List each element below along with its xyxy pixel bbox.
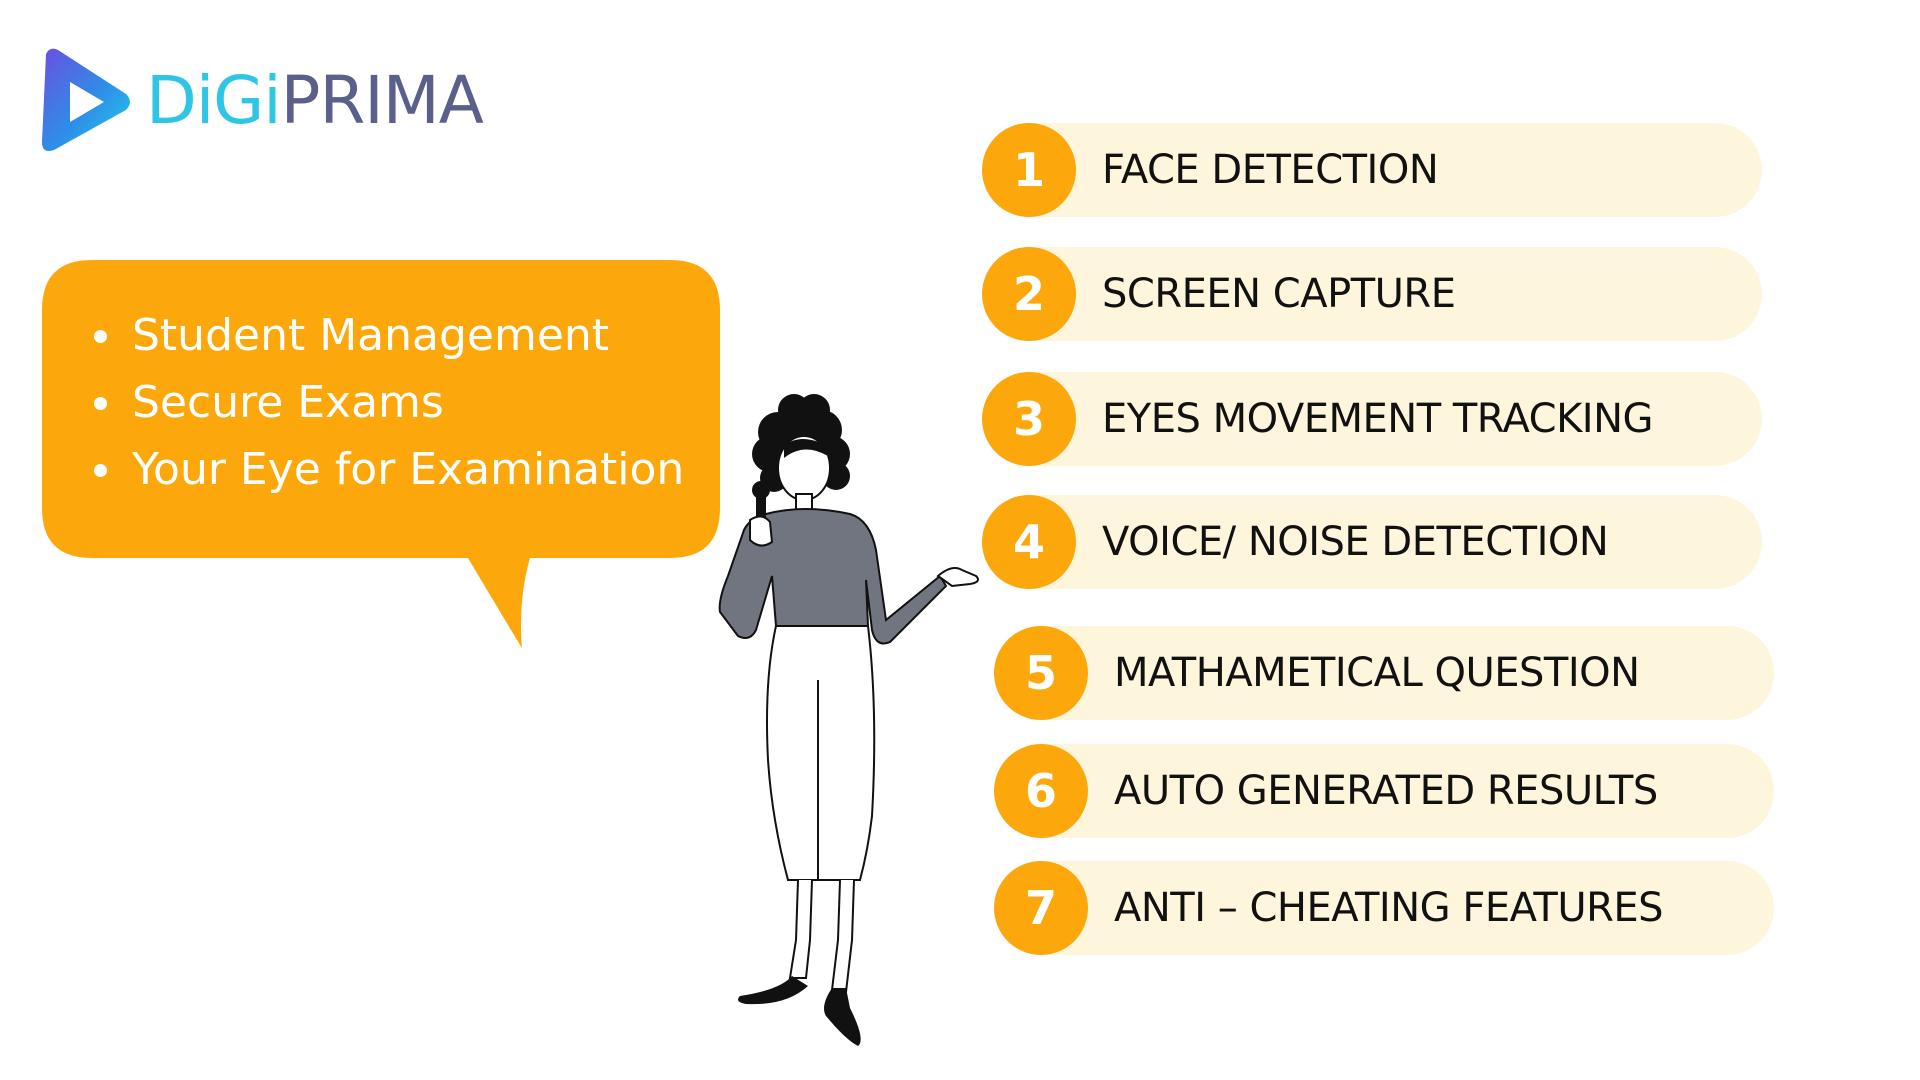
feature-label: MATHAMETICAL QUESTION — [1114, 650, 1640, 696]
brand-name-digi: DiGi — [146, 62, 282, 139]
bubble-item: Your Eye for Examination — [82, 436, 684, 503]
feature-item-5: 5 MATHAMETICAL QUESTION — [994, 626, 1774, 720]
brand-name-prima: PRIMA — [280, 62, 484, 139]
speech-bubble — [42, 260, 720, 648]
feature-item-4: 4 VOICE/ NOISE DETECTION — [982, 495, 1762, 589]
feature-label: EYES MOVEMENT TRACKING — [1102, 396, 1654, 442]
feature-label: SCREEN CAPTURE — [1102, 271, 1456, 317]
feature-number: 5 — [994, 626, 1088, 720]
feature-label: ANTI – CHEATING FEATURES — [1114, 885, 1664, 931]
feature-item-2: 2 SCREEN CAPTURE — [982, 247, 1762, 341]
feature-number: 3 — [982, 372, 1076, 466]
feature-number: 1 — [982, 123, 1076, 217]
feature-item-6: 6 AUTO GENERATED RESULTS — [994, 744, 1774, 838]
feature-label: AUTO GENERATED RESULTS — [1114, 768, 1658, 814]
brand-logo: DiGiPRIMA — [40, 46, 484, 156]
feature-item-3: 3 EYES MOVEMENT TRACKING — [982, 372, 1762, 466]
bubble-item: Secure Exams — [82, 369, 684, 436]
bubble-item: Student Management — [82, 302, 684, 369]
woman-with-microphone-illustration — [718, 394, 979, 1046]
feature-item-1: 1 FACE DETECTION — [982, 123, 1762, 217]
feature-label: FACE DETECTION — [1102, 147, 1439, 193]
feature-label: VOICE/ NOISE DETECTION — [1102, 519, 1609, 565]
feature-number: 4 — [982, 495, 1076, 589]
bubble-list: Student Management Secure Exams Your Eye… — [82, 302, 684, 503]
feature-number: 7 — [994, 861, 1088, 955]
feature-number: 6 — [994, 744, 1088, 838]
brand-name: DiGiPRIMA — [146, 68, 484, 134]
feature-number: 2 — [982, 247, 1076, 341]
feature-item-7: 7 ANTI – CHEATING FEATURES — [994, 861, 1774, 955]
play-hexagon-icon — [42, 48, 130, 151]
